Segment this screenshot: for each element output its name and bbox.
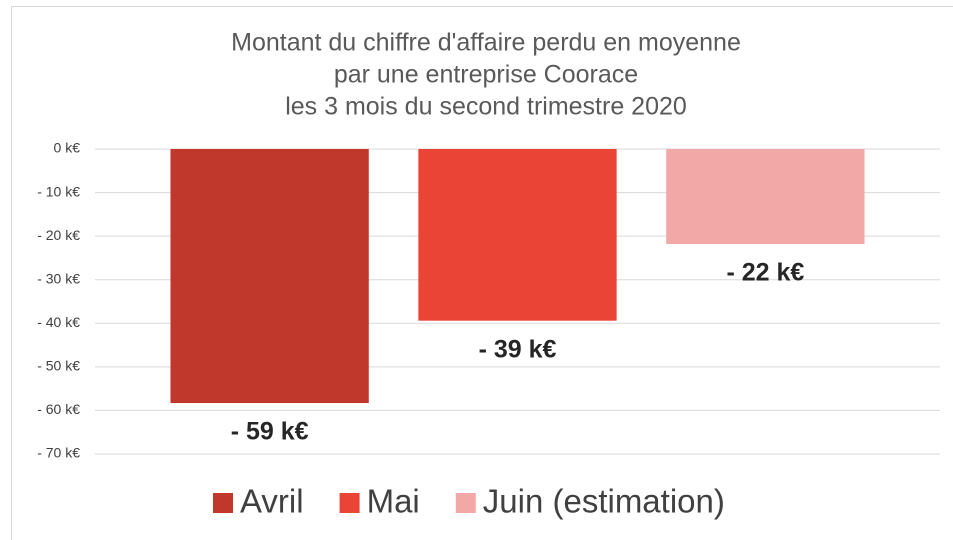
y-tick-label: - 60 k€ <box>37 401 80 417</box>
y-tick-label: - 50 k€ <box>37 358 80 374</box>
bar <box>418 149 617 321</box>
legend-label: Avril <box>240 483 304 520</box>
data-label: - 22 k€ <box>726 259 804 287</box>
legend-label: Juin (estimation) <box>483 483 725 520</box>
legend-label: Mai <box>367 483 420 520</box>
chart-title: Montant du chiffre d'affaire perdu en mo… <box>231 29 741 57</box>
y-tick-label: 0 k€ <box>54 140 81 156</box>
chart-title: par une entreprise Coorace <box>334 61 638 89</box>
y-tick-label: - 20 k€ <box>37 227 80 243</box>
bar <box>170 149 369 404</box>
legend-swatch <box>213 493 233 513</box>
data-label: - 39 k€ <box>479 335 557 363</box>
chart-title: les 3 mois du second trimestre 2020 <box>285 93 687 121</box>
y-tick-label: - 10 k€ <box>37 183 80 199</box>
y-tick-label: - 40 k€ <box>37 314 80 330</box>
data-label: - 59 k€ <box>231 418 309 446</box>
bar <box>666 149 865 244</box>
y-tick-label: - 70 k€ <box>37 445 80 461</box>
legend-swatch <box>339 493 360 513</box>
y-tick-label: - 30 k€ <box>37 270 80 286</box>
legend-swatch <box>455 493 476 513</box>
